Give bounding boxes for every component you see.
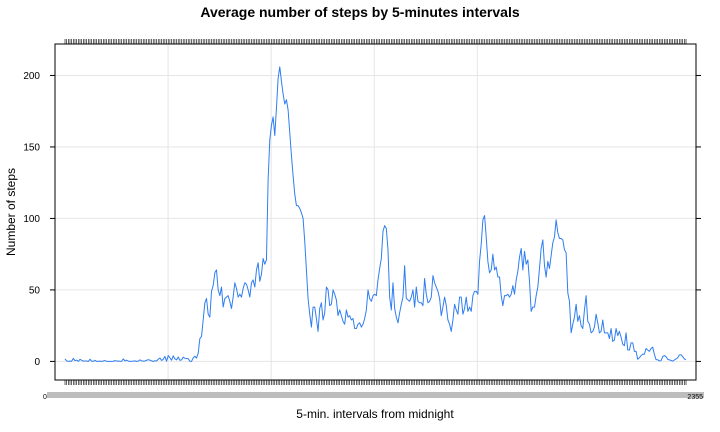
x-axis-label: 5-min. intervals from midnight (296, 407, 454, 421)
y-tick-label: 0 (34, 357, 40, 368)
x-tick-label-band (47, 392, 704, 398)
y-axis-label: Number of steps (4, 168, 18, 256)
plot-frame (54, 43, 697, 381)
x-tick-label-last: 2355 (687, 394, 703, 401)
y-axis-ticks: 0 50 100 150 200 (23, 71, 701, 368)
y-tick-label: 150 (23, 142, 40, 153)
y-tick-label: 200 (23, 71, 40, 82)
chart-title: Average number of steps by 5-minutes int… (200, 4, 519, 20)
x-axis-ticks (47, 39, 704, 398)
y-tick-label: 50 (29, 285, 41, 296)
grid-lines (55, 44, 696, 380)
y-tick-label: 100 (23, 214, 40, 225)
series-line (64, 66, 687, 362)
x-tick-label-first: 0 (43, 394, 47, 401)
